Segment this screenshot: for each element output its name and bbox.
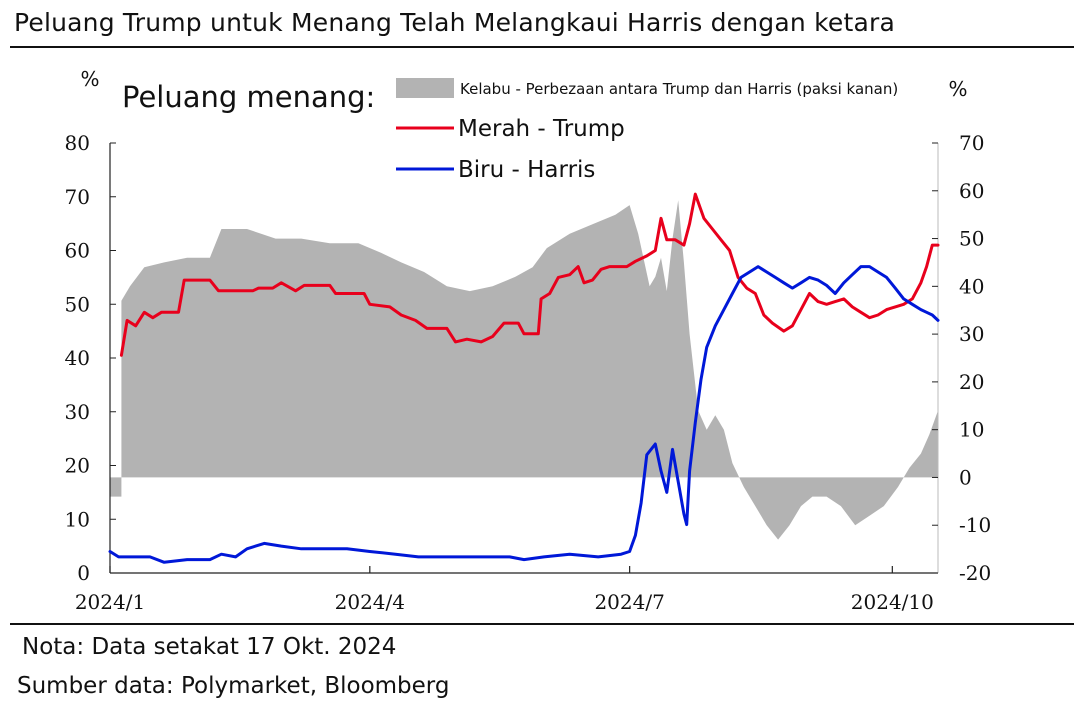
right-tick-label: 70 [959,131,984,155]
top-divider [10,46,1074,48]
left-tick-label: 80 [65,131,90,155]
right-tick-label: 50 [959,227,984,251]
left-tick-label: 20 [65,454,90,478]
left-tick-label: 30 [65,400,90,424]
legend-swatch-difference [396,78,454,98]
legend-label-difference: Kelabu - Perbezaan antara Trump dan Harr… [460,80,898,98]
right-tick-label: 60 [959,179,984,203]
left-tick-label: 50 [65,292,90,316]
left-tick-label: 10 [65,507,90,531]
chart-title: Peluang Trump untuk Menang Telah Melangk… [14,8,895,37]
legend-label-trump: Merah - Trump [458,116,625,142]
x-tick-label: 2024/10 [851,590,934,614]
x-tick-label: 2024/4 [335,590,405,614]
left-axis-unit: % [80,67,99,91]
right-tick-label: 0 [959,465,972,489]
difference-area [110,200,938,540]
left-tick-label: 60 [65,239,90,263]
right-tick-label: 30 [959,322,984,346]
bottom-divider [10,623,1074,625]
legend: Peluang menang: Kelabu - Perbezaan antara… [122,78,898,183]
data-source: Sumber data: Polymarket, Bloomberg [17,673,450,699]
left-tick-label: 0 [77,561,90,585]
footnote: Nota: Data setakat 17 Okt. 2024 [22,634,397,660]
harris-line [108,265,940,564]
difference-area-layer [110,200,938,540]
left-tick-label: 70 [65,185,90,209]
legend-label-harris: Biru - Harris [458,157,595,183]
axes-layer: 0 10 20 30 40 50 60 70 80 -20 -10 0 10 20 30 40 50 60 70 20… [65,67,992,614]
right-axis-unit: % [948,77,967,101]
right-tick-label: 40 [959,274,984,298]
x-tick-label: 2024/1 [75,590,145,614]
right-tick-label: 20 [959,370,984,394]
right-tick-label: 10 [959,418,984,442]
trump-line [119,192,940,357]
x-tick-label: 2024/7 [594,590,664,614]
right-tick-label: -20 [959,561,991,585]
series-lines-layer [108,192,940,564]
legend-title: Peluang menang: [122,80,375,114]
left-tick-label: 40 [65,346,90,370]
right-tick-label: -10 [959,513,991,537]
